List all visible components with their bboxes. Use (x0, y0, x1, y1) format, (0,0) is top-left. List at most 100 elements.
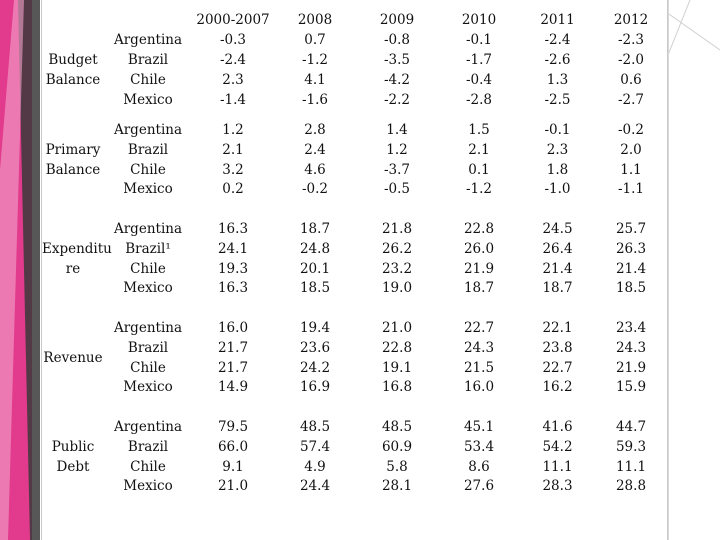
value-entry: 4.1 (304, 72, 326, 88)
value-cell: 44.7 59.3 11.1 28.8 (595, 408, 667, 507)
value-cell: -0.3 -2.4 2.3 -1.4 (192, 31, 274, 111)
country-name: Brazil (127, 339, 169, 356)
value-entry: -1.2 (465, 181, 493, 198)
value-entry: -0.1 (465, 32, 493, 49)
right-edge-gray-bar (667, 0, 669, 540)
value-entry: 21.4 (615, 260, 647, 277)
value-cell: -0.1 2.3 1.8 -1.0 (520, 111, 595, 210)
country-name: Brazil (127, 438, 169, 455)
year-header: 2011 (540, 12, 575, 29)
value-entry: 26.2 (381, 240, 413, 257)
country-list: Argentina Brazil¹ Chile Mexico (104, 210, 192, 309)
value-entry: 23.6 (299, 339, 331, 356)
value-entry: 1.2 (386, 141, 408, 158)
value-entry: 16.3 (217, 220, 249, 237)
value-entry: 21.9 (615, 359, 647, 376)
value-entry: -2.8 (465, 91, 493, 108)
value-entry: 18.7 (542, 280, 573, 297)
value-entry: 21.7 (217, 359, 249, 376)
value-entry: 21.8 (381, 220, 413, 237)
value-entry: -0.2 (617, 121, 645, 138)
country-name: Mexico (123, 478, 173, 495)
country-list: Argentina Brazil Chile Mexico (104, 309, 192, 408)
value-entry: 24.8 (299, 240, 331, 257)
value-cell: -0.2 2.0 1.1 -1.1 (595, 111, 667, 210)
value-entry: 26.4 (542, 240, 573, 257)
value-cell: 21.8 26.2 23.2 19.0 (356, 210, 438, 309)
value-entry: 2.4 (304, 141, 326, 158)
fiscal-table-panel: 2000-2007 2008 2009 2010 2011 2012 Budget Balan… (41, 0, 668, 540)
value-entry: 9.1 (222, 458, 244, 475)
value-entry: 18.7 (463, 280, 495, 297)
value-entry: -2.5 (544, 91, 571, 108)
value-entry: 1.4 (386, 121, 408, 138)
value-entry: 19.1 (381, 359, 413, 376)
value-cell: 1.5 2.1 0.1 -1.2 (438, 111, 520, 210)
left-dark-wedge (18, 0, 40, 540)
indicator-label: Public Debt (42, 408, 104, 507)
country-name: Mexico (123, 379, 173, 396)
country-name: Argentina (113, 32, 182, 49)
value-entry: 21.7 (217, 339, 249, 356)
indicator-group-row: Public Debt Argentina Brazil Chile Mexico 79.5… (42, 408, 667, 507)
country-name: Argentina (113, 319, 182, 336)
value-entry: -1.4 (219, 91, 247, 108)
year-header: 2008 (297, 12, 333, 29)
value-cell: -0.8 -3.5 -4.2 -2.2 (356, 31, 438, 111)
value-entry: 27.6 (463, 478, 495, 495)
value-cell: 0.7 -1.2 4.1 -1.6 (274, 31, 356, 111)
value-entry: 22.8 (463, 220, 495, 237)
value-entry: 21.0 (217, 478, 249, 495)
value-entry: 24.3 (463, 339, 495, 356)
indicator-label-line: Balance (45, 161, 101, 178)
value-cell: 25.7 26.3 21.4 18.5 (595, 210, 667, 309)
value-entry: 19.3 (217, 260, 249, 277)
value-entry: -1.0 (544, 181, 571, 198)
value-entry: 16.9 (299, 379, 331, 396)
value-entry: -0.5 (383, 181, 411, 198)
value-entry: 16.0 (217, 319, 249, 336)
value-entry: 0.1 (468, 161, 490, 178)
value-entry: 2.3 (222, 72, 244, 88)
value-entry: 60.9 (381, 438, 413, 455)
value-entry: -0.8 (383, 32, 411, 49)
indicator-label-line: Public (51, 438, 95, 455)
value-entry: 18.5 (615, 280, 647, 297)
value-entry: 23.2 (381, 260, 413, 277)
value-entry: -3.7 (383, 161, 411, 178)
value-entry: 11.1 (542, 458, 573, 475)
value-entry: 21.5 (463, 359, 495, 376)
value-entry: -3.5 (383, 52, 411, 69)
value-entry: 2.3 (546, 141, 569, 158)
country-name: Mexico (123, 280, 173, 297)
value-cell: 18.7 24.8 20.1 18.5 (274, 210, 356, 309)
value-entry: 3.2 (222, 161, 244, 178)
value-entry: 15.9 (615, 379, 647, 396)
value-entry: 44.7 (615, 418, 647, 435)
value-entry: 16.2 (542, 379, 573, 396)
value-entry: 1.3 (546, 72, 569, 88)
value-entry: -0.1 (544, 121, 571, 138)
indicator-label: Budget Balance (42, 31, 104, 111)
value-cell: 19.4 23.6 24.2 16.9 (274, 309, 356, 408)
value-entry: -2.3 (617, 32, 645, 49)
value-cell: 22.7 24.3 21.5 16.0 (438, 309, 520, 408)
country-name: Argentina (113, 418, 182, 435)
value-entry: 48.5 (299, 418, 331, 435)
value-entry: 25.7 (615, 220, 647, 237)
value-entry: 79.5 (217, 418, 249, 435)
value-entry: 4.6 (304, 161, 326, 178)
top-right-gray-line (665, 11, 720, 51)
year-header: 2009 (379, 12, 415, 29)
value-cell: 79.5 66.0 9.1 21.0 (192, 408, 274, 507)
value-entry: 1.1 (620, 161, 642, 178)
country-name: Mexico (123, 91, 173, 108)
indicator-label-line: Debt (56, 458, 90, 475)
indicator-label-line: Budget (48, 52, 98, 69)
value-entry: 16.3 (217, 280, 249, 297)
value-entry: -2.6 (544, 52, 571, 69)
year-header: 2012 (613, 12, 649, 29)
value-entry: 0.6 (620, 72, 642, 88)
value-cell: 48.5 57.4 4.9 24.4 (274, 408, 356, 507)
